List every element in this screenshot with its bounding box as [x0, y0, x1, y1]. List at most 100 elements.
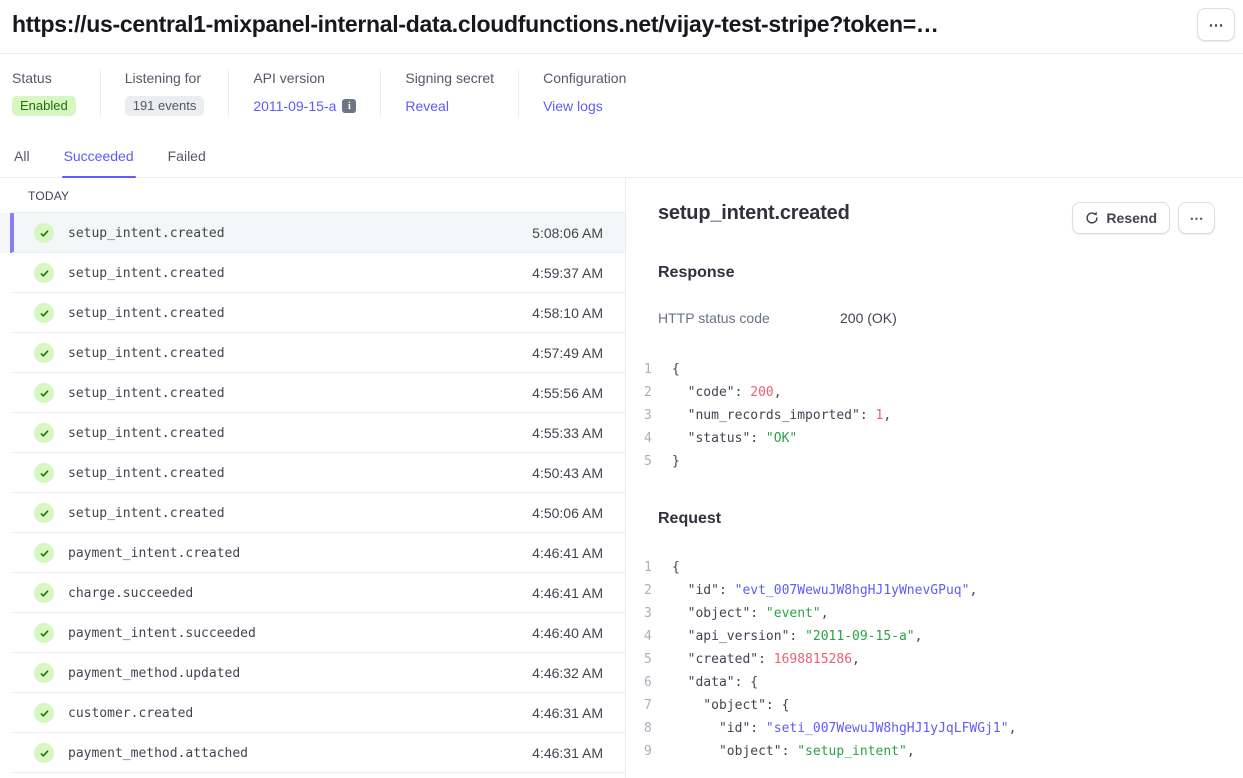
- event-row[interactable]: setup_intent.created 5:08:06 AM: [0, 213, 625, 253]
- event-name: setup_intent.created: [68, 465, 225, 481]
- event-time: 4:57:49 AM: [532, 345, 603, 361]
- detail-more-button[interactable]: ⋯: [1178, 202, 1215, 234]
- event-name: payment_method.updated: [68, 665, 241, 681]
- check-circle-icon: [34, 663, 54, 683]
- api-version-link[interactable]: 2011-09-15-a: [253, 98, 337, 114]
- event-group-label: TODAY: [12, 178, 625, 213]
- tab-all[interactable]: All: [14, 148, 30, 164]
- event-time: 4:46:40 AM: [532, 625, 603, 641]
- info-icon: i: [342, 99, 357, 113]
- tab-failed[interactable]: Failed: [167, 148, 206, 164]
- event-time: 4:58:10 AM: [532, 305, 603, 321]
- code-line: 5}: [644, 450, 1215, 473]
- event-time: 5:08:06 AM: [532, 225, 603, 241]
- check-circle-icon: [34, 263, 54, 283]
- event-row[interactable]: payment_intent.succeeded 4:46:40 AM: [0, 613, 625, 653]
- divider: [380, 70, 382, 117]
- event-row[interactable]: payment_method.attached 4:46:31 AM: [0, 733, 625, 773]
- status-label: Status: [12, 70, 52, 86]
- tabs: All Succeeded Failed: [0, 139, 1243, 178]
- request-heading: Request: [658, 510, 722, 527]
- event-row[interactable]: setup_intent.created 4:58:10 AM: [0, 293, 625, 333]
- status-section-api-version: API version 2011-09-15-a i: [229, 70, 380, 117]
- event-name: setup_intent.created: [68, 265, 225, 281]
- event-row[interactable]: setup_intent.created 4:57:49 AM: [0, 333, 625, 373]
- event-name: setup_intent.created: [68, 425, 225, 441]
- code-text: "created": 1698815286,: [672, 652, 860, 667]
- request-code-block: 1{2 "id": "evt_007WewuJW8hgHJ1yWnevGPuq"…: [644, 556, 1215, 763]
- event-name: payment_intent.succeeded: [68, 625, 256, 641]
- event-row[interactable]: setup_intent.created 4:55:33 AM: [0, 413, 625, 453]
- status-bar: Status Enabled Listening for 191 events API …: [0, 54, 1243, 135]
- event-rows: setup_intent.created 5:08:06 AM setup_inte…: [0, 213, 625, 773]
- line-number: 5: [644, 454, 652, 469]
- response-code-block: 1{2 "code": 200, 3 "num_records_imported"…: [644, 358, 1215, 473]
- code-line: 8 "id": "seti_007WewuJW8hgHJ1yJqLFWGj1",: [644, 717, 1215, 740]
- check-circle-icon: [34, 503, 54, 523]
- event-title: setup_intent.created: [658, 202, 850, 224]
- event-row[interactable]: payment_method.updated 4:46:32 AM: [0, 653, 625, 693]
- status-section-listening-for: Listening for 191 events: [101, 70, 229, 117]
- code-line: 9 "object": "setup_intent",: [644, 740, 1215, 763]
- divider: [518, 70, 520, 117]
- event-time: 4:50:06 AM: [532, 505, 603, 521]
- refresh-icon: [1085, 211, 1099, 225]
- event-detail-pane: setup_intent.created Resend ⋯ Response H…: [626, 178, 1243, 778]
- event-time: 4:55:56 AM: [532, 385, 603, 401]
- code-line: 5 "created": 1698815286,: [644, 648, 1215, 671]
- response-heading: Response: [658, 264, 735, 281]
- line-number: 1: [644, 362, 652, 377]
- status-value: View logs: [543, 95, 626, 117]
- status-section-configuration: Configuration View logs: [519, 70, 650, 117]
- event-time: 4:55:33 AM: [532, 425, 603, 441]
- line-number: 8: [644, 721, 652, 736]
- event-row[interactable]: charge.succeeded 4:46:41 AM: [0, 573, 625, 613]
- code-line: 6 "data": {: [644, 671, 1215, 694]
- event-time: 4:50:43 AM: [532, 465, 603, 481]
- event-row[interactable]: setup_intent.created 4:50:43 AM: [0, 453, 625, 493]
- line-number: 9: [644, 744, 652, 759]
- reveal-link[interactable]: Reveal: [405, 98, 449, 114]
- line-number: 7: [644, 698, 652, 713]
- status-label: Signing secret: [405, 70, 495, 86]
- event-name: charge.succeeded: [68, 585, 194, 601]
- tab-succeeded[interactable]: Succeeded: [61, 139, 136, 178]
- check-circle-icon: [34, 463, 54, 483]
- http-status-label: HTTP status code: [658, 310, 770, 326]
- header-more-button[interactable]: ⋯: [1197, 8, 1235, 41]
- event-row[interactable]: payment_intent.created 4:46:41 AM: [0, 533, 625, 573]
- event-time: 4:46:32 AM: [532, 665, 603, 681]
- status-label: Listening for: [124, 70, 201, 86]
- code-text: "object": "setup_intent",: [672, 744, 915, 759]
- page-title: https://us-central1-mixpanel-internal-da…: [12, 11, 939, 37]
- code-line: 3 "object": "event",: [644, 602, 1215, 625]
- event-name: setup_intent.created: [68, 385, 225, 401]
- check-circle-icon: [34, 383, 54, 403]
- code-text: "num_records_imported": 1,: [672, 408, 892, 423]
- event-row[interactable]: setup_intent.created 4:50:06 AM: [0, 493, 625, 533]
- line-number: 1: [644, 560, 652, 575]
- event-time: 4:46:41 AM: [532, 585, 603, 601]
- status-label: API version: [253, 70, 325, 86]
- event-name: setup_intent.created: [68, 225, 225, 241]
- event-row[interactable]: setup_intent.created 4:55:56 AM: [0, 373, 625, 413]
- check-circle-icon: [34, 423, 54, 443]
- event-time: 4:46:41 AM: [532, 545, 603, 561]
- status-section-signing-secret: Signing secret Reveal: [381, 70, 518, 117]
- detail-header: setup_intent.created Resend ⋯: [658, 202, 1215, 234]
- divider: [228, 70, 230, 117]
- resend-button[interactable]: Resend: [1072, 202, 1170, 234]
- status-value: Reveal: [405, 95, 494, 117]
- status-value: 2011-09-15-a i: [253, 95, 357, 117]
- event-row[interactable]: customer.created 4:46:31 AM: [0, 693, 625, 733]
- check-circle-icon: [34, 583, 54, 603]
- event-time: 4:46:31 AM: [532, 745, 603, 761]
- http-status-row: HTTP status code 200 (OK): [658, 310, 1215, 326]
- code-text: "id": "evt_007WewuJW8hgHJ1yWnevGPuq",: [672, 583, 978, 598]
- line-number: 5: [644, 652, 652, 667]
- event-name: customer.created: [68, 705, 194, 721]
- line-number: 2: [644, 583, 652, 598]
- view-logs-link[interactable]: View logs: [543, 98, 603, 114]
- event-row[interactable]: setup_intent.created 4:59:37 AM: [0, 253, 625, 293]
- line-number: 6: [644, 675, 652, 690]
